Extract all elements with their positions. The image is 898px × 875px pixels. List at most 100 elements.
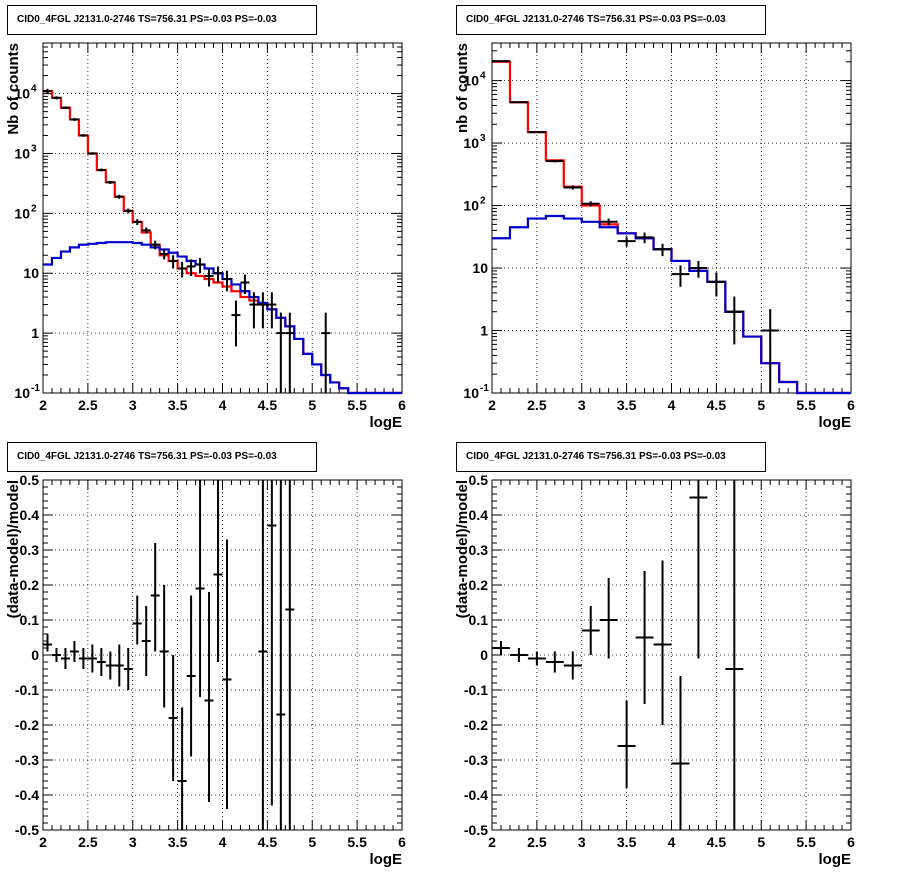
data-point [222, 539, 232, 809]
data-point [213, 480, 223, 662]
data-point [509, 101, 528, 104]
panel-3: 2 2.5 3 3.5 4 4.5 5 5.5 6 -0.5 -0.4 -0.3 -0.2 -0.1 0 0.… [454, 472, 855, 868]
x-tick-label: 4.5 [258, 834, 278, 850]
y-tick-label: 0.1 [469, 612, 489, 628]
x-axis-title: logE [819, 851, 852, 868]
data-point [285, 312, 295, 393]
x-tick-label: 3.5 [617, 834, 637, 850]
y-axis-title: nb of counts [454, 43, 471, 133]
data-point [689, 260, 708, 278]
y-tick-label: 10 [463, 198, 479, 214]
y-tick-label: -0.2 [464, 717, 488, 733]
data-point [195, 257, 205, 274]
data-point [653, 243, 672, 257]
x-tick-label: 5.5 [347, 397, 367, 413]
y-tick-exponent: 2 [480, 196, 486, 207]
data-point [617, 236, 636, 247]
x-tick-label: 3 [129, 397, 137, 413]
data-point [213, 266, 223, 283]
data-point [545, 651, 564, 673]
data-point [150, 240, 160, 250]
data-point [267, 292, 277, 329]
y-tick-label: 10 [14, 145, 30, 161]
data-point [222, 270, 232, 292]
data-point [581, 201, 600, 207]
data-point [51, 96, 61, 100]
source-model-line [43, 241, 402, 395]
y-tick-label: 10 [472, 260, 488, 276]
x-tick-label: 2 [39, 834, 47, 850]
x-tick-label: 4.5 [707, 397, 727, 413]
x-axis-title: logE [819, 414, 852, 431]
data-point [51, 648, 61, 662]
panel-2: 2 2.5 3 3.5 4 4.5 5 5.5 6 -0.5 -0.4 -0.3 -0.2 -0.1 0 0.… [5, 472, 406, 868]
data-point [276, 480, 286, 830]
data-point [43, 88, 52, 94]
x-tick-label: 2.5 [78, 397, 98, 413]
data-point [141, 227, 151, 234]
data-point [168, 255, 178, 269]
x-tick-label: 2.5 [527, 397, 547, 413]
x-tick-label: 2 [488, 834, 496, 850]
y-tick-label: 0.4 [20, 507, 40, 523]
y-tick-label: -0.4 [464, 787, 488, 803]
data-point [258, 292, 268, 329]
data-point [761, 309, 780, 393]
x-tick-label: 6 [398, 834, 406, 850]
data-point [653, 560, 672, 725]
data-point [285, 480, 295, 830]
data-point [159, 249, 169, 260]
x-tick-label: 2 [39, 397, 47, 413]
data-point [141, 606, 151, 676]
y-tick-label: 0.2 [20, 577, 40, 593]
data-point [168, 655, 178, 781]
data-point [114, 194, 124, 199]
data-point [69, 118, 79, 121]
y-tick-label: 0.2 [469, 577, 489, 593]
x-tick-label: 6 [847, 834, 855, 850]
data-point [114, 644, 124, 687]
y-tick-exponent: -1 [480, 383, 489, 394]
data-point [43, 634, 52, 652]
data-point [617, 700, 636, 788]
panel-title-bottom-right: CID0_4FGL J2131.0-2746 TS=756.31 PS=-0.0… [456, 442, 766, 472]
y-tick-label: -0.2 [15, 717, 39, 733]
x-tick-label: 6 [847, 397, 855, 413]
data-point [249, 292, 259, 329]
y-tick-label: -0.3 [464, 752, 488, 768]
y-tick-label: 1 [480, 323, 488, 339]
y-tick-label: 10 [14, 205, 30, 221]
y-tick-label: 0.3 [469, 542, 489, 558]
data-point [204, 268, 214, 287]
y-tick-label: -0.5 [464, 822, 488, 838]
x-tick-label: 5 [757, 834, 765, 850]
data-point [177, 707, 187, 830]
data-point [599, 218, 618, 226]
y-axis-title: (data-model)/model [5, 480, 22, 618]
data-point [635, 571, 654, 704]
data-point [177, 261, 187, 278]
y-tick-exponent: 2 [31, 203, 37, 214]
y-tick-label: 1 [31, 325, 39, 341]
x-tick-label: 6 [398, 397, 406, 413]
data-point [267, 480, 277, 806]
data-point [60, 648, 70, 669]
y-tick-label: 10 [14, 86, 30, 102]
x-tick-label: 2.5 [527, 834, 547, 850]
data-point [321, 312, 331, 393]
y-tick-exponent: 3 [480, 133, 486, 144]
data-point [96, 168, 106, 172]
data-point [186, 595, 196, 757]
y-tick-label: 10 [23, 265, 39, 281]
data-point [105, 180, 115, 184]
y-tick-exponent: 3 [31, 143, 37, 154]
y-tick-label: 10 [14, 385, 30, 401]
y-tick-label: 0 [31, 647, 39, 663]
x-axis-title: logE [370, 851, 403, 868]
x-tick-label: 4 [668, 397, 676, 413]
x-tick-label: 4 [219, 397, 227, 413]
x-tick-label: 5 [757, 397, 765, 413]
panel-title-top-right: CID0_4FGL J2131.0-2746 TS=756.31 PS=-0.0… [456, 5, 766, 35]
data-point [96, 648, 106, 676]
data-point [132, 219, 142, 225]
